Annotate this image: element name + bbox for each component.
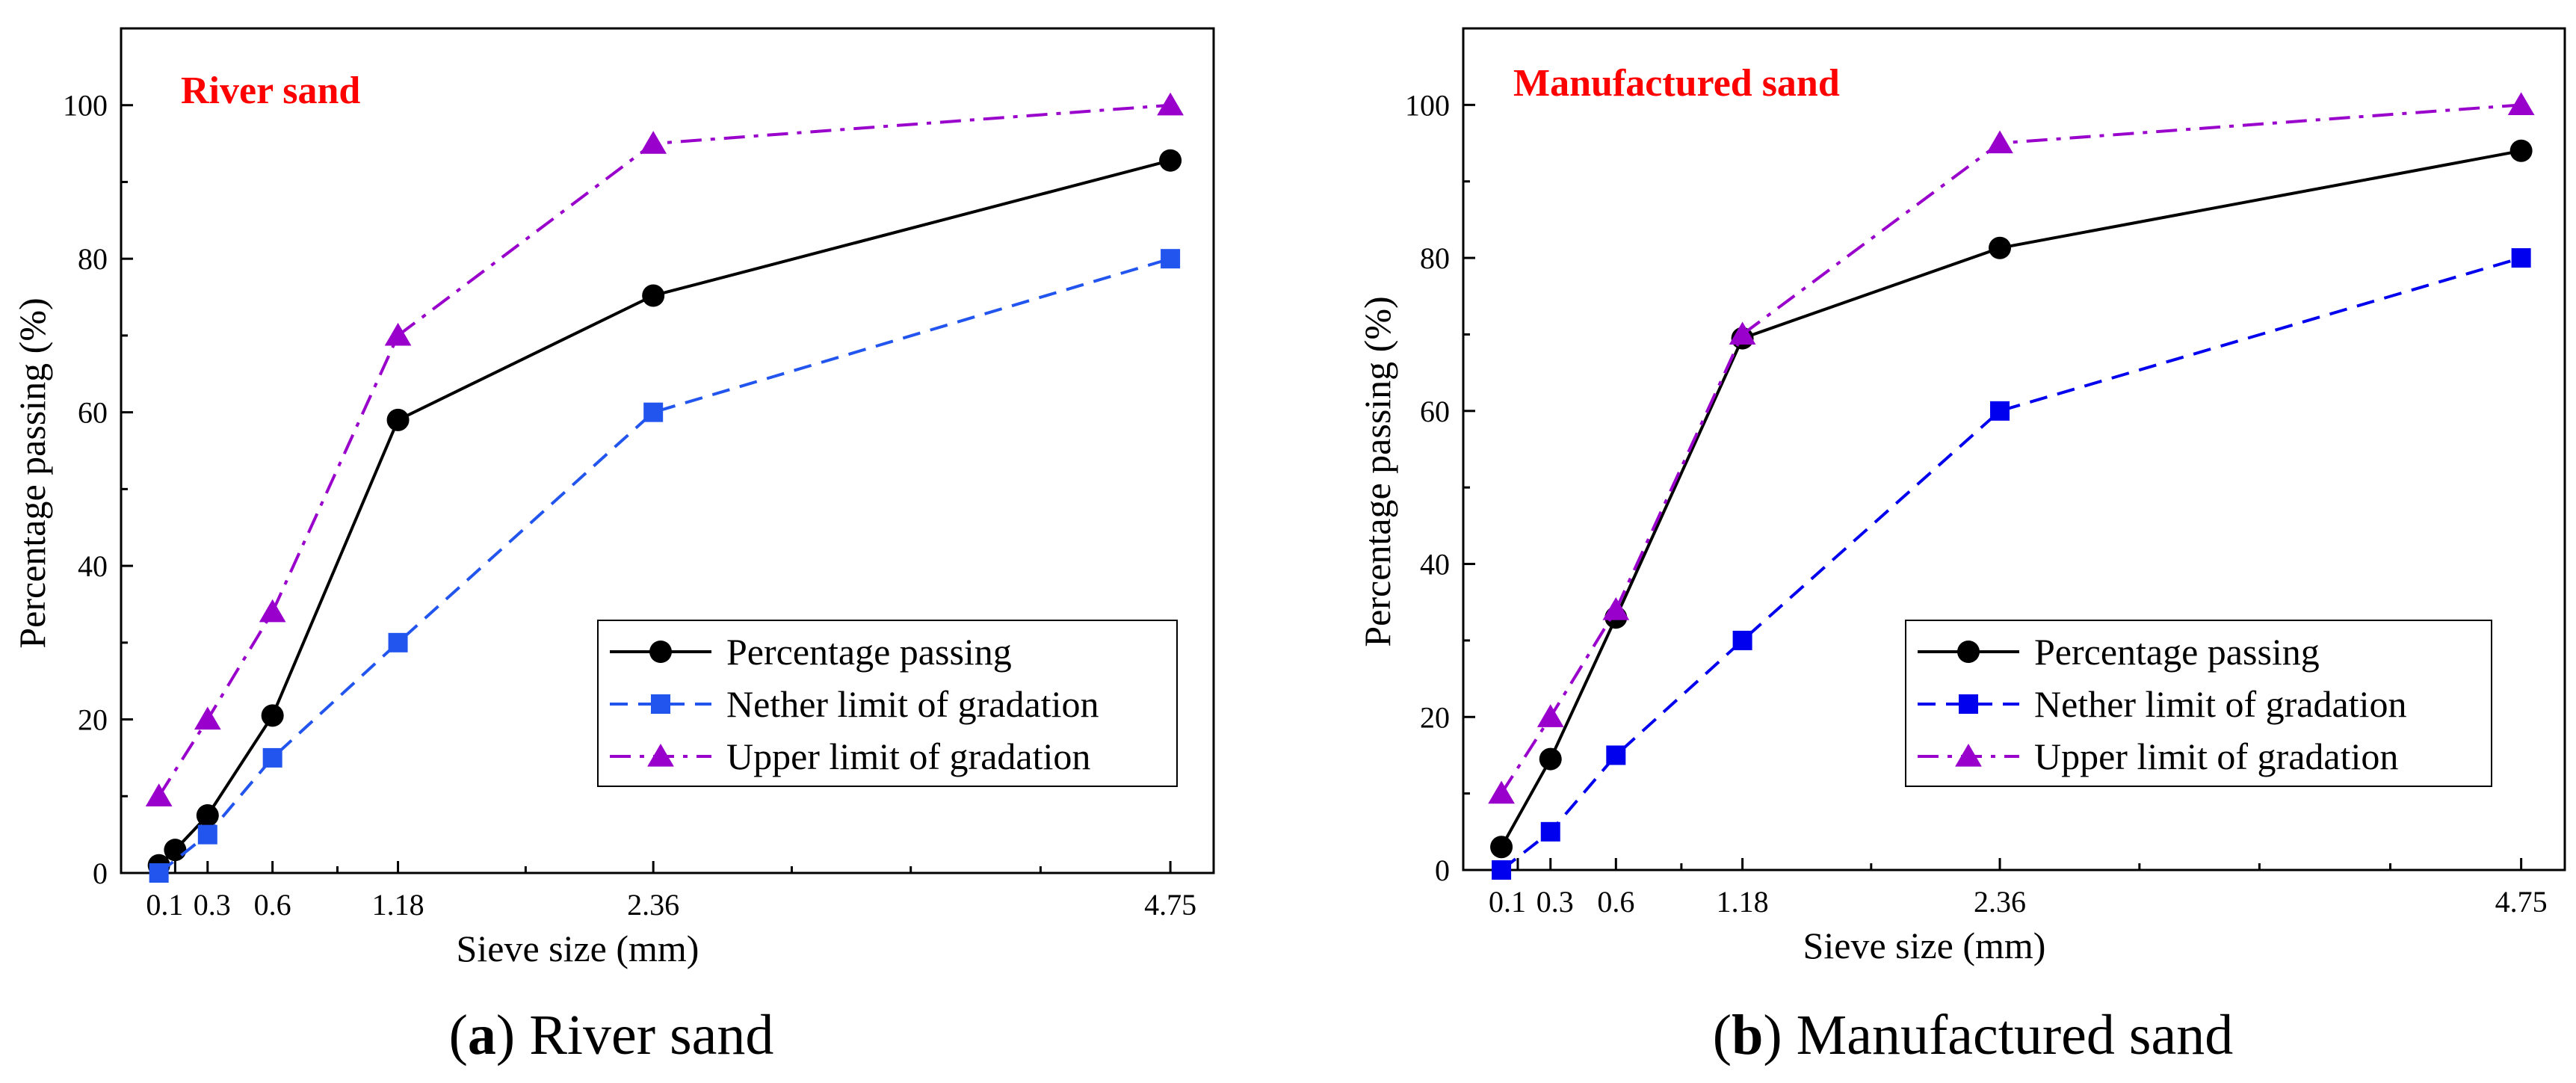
- x-tick-label: 2.36: [627, 888, 679, 922]
- y-axis-title: Percentage passing (%): [11, 297, 53, 648]
- y-tick-label: 100: [1405, 88, 1450, 122]
- data-point-circle: [1539, 747, 1562, 771]
- data-point-circle: [164, 839, 187, 862]
- legend-label: Upper limit of gradation: [2034, 735, 2398, 777]
- x-tick-label: 0.3: [1536, 885, 1574, 919]
- x-tick-label: 0.3: [194, 888, 231, 922]
- y-tick-label: 40: [1420, 548, 1450, 581]
- data-point-triangle: [2507, 92, 2535, 115]
- data-point-circle: [1490, 836, 1513, 859]
- data-point-square: [2511, 248, 2531, 268]
- x-tick-label: 1.18: [372, 888, 424, 922]
- chart-title: River sand: [181, 70, 360, 112]
- data-point-triangle: [194, 706, 221, 730]
- data-point-square: [1540, 821, 1560, 842]
- x-tick-label: 4.75: [1144, 888, 1196, 922]
- legend-label: Upper limit of gradation: [726, 735, 1090, 777]
- y-axis-title: Percentage passing (%): [1356, 296, 1398, 647]
- data-point-square: [1606, 745, 1626, 765]
- legend: Percentage passing Nether limit of gradat…: [1905, 620, 2492, 787]
- data-point-triangle: [1729, 321, 1756, 345]
- legend-marker-triangle: [647, 744, 674, 767]
- x-tick-label: 4.75: [2495, 885, 2548, 919]
- legend-label: Percentage passing: [2034, 631, 2320, 673]
- plot-frame: [1462, 27, 2566, 871]
- legend-box: [597, 620, 1178, 787]
- series-percentage-passing: [1490, 139, 2533, 859]
- legend-marker-triangle: [1955, 744, 1982, 767]
- y-tick-label: 0: [1435, 854, 1450, 887]
- data-point-square: [1732, 630, 1752, 650]
- legend-marker-circle: [649, 641, 672, 663]
- figure-caption: (a) River sand: [449, 1004, 774, 1067]
- chart-panel-river-sand: 0 20 40 60 80 100 0.1 0.3 0.6 1.18 2.36 4.75 Sieve s…: [11, 27, 1215, 1067]
- series-nether-limit-of-gradation: [1492, 248, 2531, 880]
- x-tick-label: 0.6: [254, 888, 291, 922]
- data-point-circle: [261, 704, 284, 727]
- data-point-circle: [196, 803, 219, 827]
- x-tick-label: 1.18: [1717, 885, 1769, 919]
- figure-caption: (b) Manufactured sand: [1713, 1004, 2233, 1067]
- data-point-circle: [642, 284, 665, 307]
- data-point-circle: [386, 408, 410, 431]
- legend-marker-square: [1959, 694, 1978, 714]
- data-point-square: [149, 863, 169, 883]
- x-tick-label: 0.1: [1489, 885, 1526, 919]
- x-axis-title: Sieve size (mm): [1803, 925, 2046, 966]
- data-point-triangle: [1536, 704, 1564, 727]
- data-point-circle: [1159, 149, 1182, 172]
- y-tick-label: 100: [63, 89, 108, 123]
- data-point-triangle: [640, 131, 667, 154]
- y-tick-label: 60: [1420, 395, 1450, 428]
- series-line: [157, 103, 1171, 797]
- x-tick-label: 0.1: [146, 888, 183, 922]
- data-point-square: [388, 632, 408, 652]
- data-point-square: [1492, 860, 1512, 880]
- y-tick-label: 0: [93, 857, 108, 890]
- series-nether-limit-of-gradation: [149, 249, 1181, 883]
- x-tick-label: 0.6: [1597, 885, 1634, 919]
- data-point-circle: [1989, 236, 2012, 259]
- legend-marker-square: [651, 694, 670, 714]
- series-upper-limit-of-gradation: [145, 92, 1184, 806]
- chart-panel-manufactured-sand: 0 20 40 60 80 100 0.1 0.3 0.6 1.18 2.36 4.75 Sieve s…: [1356, 27, 2566, 1067]
- y-tick-label: 80: [1420, 241, 1450, 275]
- legend-label: Nether limit of gradation: [2034, 683, 2406, 725]
- data-point-square: [197, 824, 217, 845]
- legend-label: Percentage passing: [726, 631, 1012, 673]
- data-point-triangle: [1602, 596, 1630, 620]
- data-point-circle: [2509, 139, 2533, 162]
- y-tick-label: 80: [78, 242, 108, 276]
- data-point-triangle: [1157, 92, 1184, 116]
- data-point-square: [1161, 249, 1181, 269]
- y-tick-label: 40: [78, 549, 108, 583]
- y-tick-label: 60: [78, 396, 108, 430]
- series-upper-limit-of-gradation: [1488, 92, 2535, 804]
- x-axis-title: Sieve size (mm): [457, 928, 699, 969]
- x-tick-label: 2.36: [1974, 885, 2026, 919]
- legend-label: Nether limit of gradation: [726, 683, 1099, 725]
- plot-frame: [120, 27, 1215, 874]
- data-point-square: [643, 402, 664, 422]
- series-line: [1500, 256, 2522, 871]
- data-point-square: [262, 747, 282, 768]
- legend: Percentage passing Nether limit of gradat…: [597, 620, 1178, 787]
- data-point-triangle: [1488, 780, 1515, 804]
- y-tick-label: 20: [78, 703, 108, 737]
- data-point-triangle: [1986, 130, 2013, 154]
- data-point-triangle: [259, 599, 286, 623]
- data-point-square: [1990, 401, 2010, 421]
- series-line: [1500, 103, 2521, 794]
- y-tick-label: 20: [1420, 700, 1450, 734]
- data-point-triangle: [145, 783, 173, 806]
- data-point-triangle: [384, 322, 412, 346]
- legend-marker-circle: [1957, 641, 1980, 663]
- series-line: [1500, 149, 2521, 848]
- chart-title: Manufactured sand: [1513, 62, 1840, 105]
